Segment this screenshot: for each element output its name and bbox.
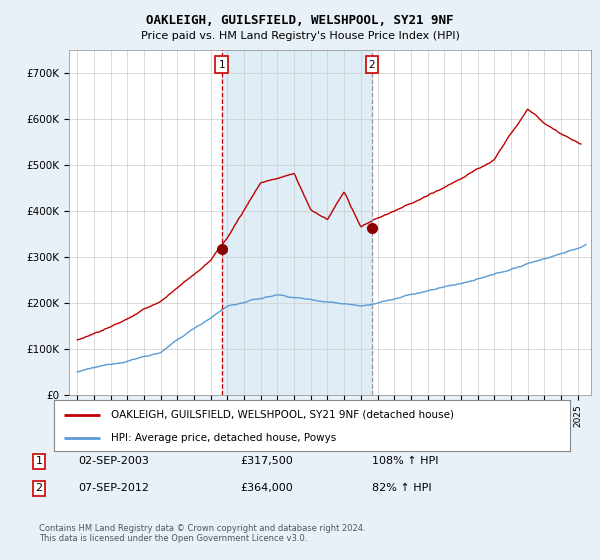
Text: 2: 2 bbox=[369, 59, 376, 69]
Text: 2: 2 bbox=[35, 483, 43, 493]
Text: 1: 1 bbox=[218, 59, 225, 69]
Text: HPI: Average price, detached house, Powys: HPI: Average price, detached house, Powy… bbox=[111, 433, 336, 443]
Text: Contains HM Land Registry data © Crown copyright and database right 2024.
This d: Contains HM Land Registry data © Crown c… bbox=[39, 524, 365, 543]
Text: 82% ↑ HPI: 82% ↑ HPI bbox=[372, 483, 431, 493]
Text: OAKLEIGH, GUILSFIELD, WELSHPOOL, SY21 9NF: OAKLEIGH, GUILSFIELD, WELSHPOOL, SY21 9N… bbox=[146, 14, 454, 27]
Text: 07-SEP-2012: 07-SEP-2012 bbox=[78, 483, 149, 493]
Text: 1: 1 bbox=[35, 456, 43, 466]
Text: OAKLEIGH, GUILSFIELD, WELSHPOOL, SY21 9NF (detached house): OAKLEIGH, GUILSFIELD, WELSHPOOL, SY21 9N… bbox=[111, 409, 454, 419]
Text: 108% ↑ HPI: 108% ↑ HPI bbox=[372, 456, 439, 466]
Bar bbox=[222, 50, 372, 395]
Text: Price paid vs. HM Land Registry's House Price Index (HPI): Price paid vs. HM Land Registry's House … bbox=[140, 31, 460, 41]
Text: £317,500: £317,500 bbox=[240, 456, 293, 466]
Text: £364,000: £364,000 bbox=[240, 483, 293, 493]
Text: 02-SEP-2003: 02-SEP-2003 bbox=[78, 456, 149, 466]
